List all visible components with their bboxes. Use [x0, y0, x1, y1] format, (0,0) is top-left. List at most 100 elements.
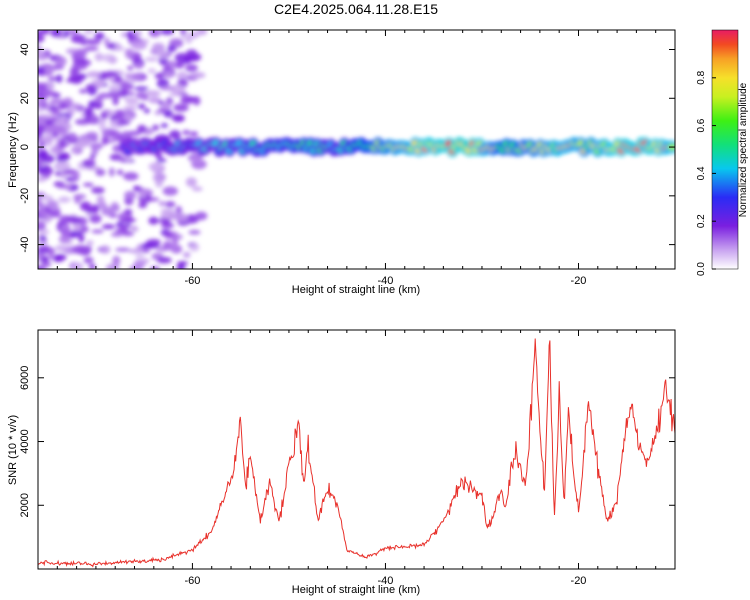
heatmap-noise-blob: [137, 103, 146, 110]
heatmap-noise-blob: [115, 109, 125, 118]
heatmap-noise-blob: [147, 68, 156, 74]
heatmap-noise-blob: [187, 154, 203, 163]
heatmap-noise-blob: [162, 71, 174, 78]
heatmap-noise-blob: [100, 111, 108, 120]
heatmap-noise-blob: [72, 245, 88, 255]
heatmap-noise-blob: [49, 210, 62, 218]
heatmap-noise-blob: [163, 64, 171, 72]
heatmap-noise-blob: [47, 81, 55, 91]
heatmap-noise-blob: [141, 249, 151, 253]
heatmap-noise-blob: [86, 240, 94, 246]
heatmap-noise-blob: [135, 253, 145, 259]
heatmap-noise-blob: [95, 80, 104, 88]
heatmap-noise-blob: [122, 217, 137, 223]
heatmap-noise-blob: [176, 263, 186, 269]
colorbar-tick-label: 0.6: [696, 118, 707, 132]
heatmap-noise-blob: [192, 96, 201, 106]
heatmap-noise-blob: [38, 266, 47, 269]
snr-frame: [37, 329, 676, 570]
heatmap-noise-blob: [158, 218, 171, 224]
heatmap-noise-blob: [41, 90, 58, 97]
heatmap-noise-blob: [124, 190, 137, 200]
heatmap-noise-blob: [109, 91, 122, 99]
heatmap-noise-blob: [150, 49, 159, 55]
heatmap-noise-blob: [39, 114, 53, 119]
heatmap-noise-blob: [68, 134, 78, 140]
heatmap-noise-blob: [154, 72, 165, 79]
heatmap-noise-blob: [172, 114, 185, 123]
heatmap-noise-blob: [189, 131, 199, 137]
spectrogram-panel: -60 -40 -20 40 20 0 -20 -40 Height of straight …: [7, 29, 676, 296]
heatmap-noise-blob: [186, 49, 198, 57]
heatmap-noise-blob: [38, 202, 46, 209]
heatmap-noise-blob: [189, 243, 200, 252]
snr-x-axis-label: Height of straight line (km): [292, 584, 420, 596]
heatmap-noise-blob: [128, 248, 143, 254]
heatmap-noise-blob: [189, 71, 206, 79]
heatmap-noise-blob: [38, 176, 47, 183]
heatmap-noise-blob: [95, 168, 106, 177]
heatmap-noise-blob: [78, 88, 88, 94]
heatmap-noise-blob: [94, 32, 105, 40]
chart-title: C2E4.2025.064.11.28.E15: [274, 1, 438, 17]
heatmap-noise-blob: [84, 46, 99, 51]
heatmap-noise-blob: [55, 170, 62, 177]
heatmap-noise-blob: [58, 127, 69, 137]
heatmap-noise-blob: [121, 231, 135, 237]
heatmap-noise-blob: [38, 66, 46, 75]
heatmap-noise-blob: [80, 40, 88, 46]
heatmap-noise-blob: [161, 100, 172, 111]
heatmap-noise-blob: [96, 195, 105, 205]
heatmap-noise-blob: [49, 98, 65, 105]
y-tick-label: 0: [19, 144, 31, 150]
heatmap-noise-blob: [55, 56, 67, 67]
heatmap-noise-blob: [91, 204, 100, 213]
y-tick-label: 4000: [19, 429, 31, 453]
heatmap-noise-blob: [156, 174, 164, 179]
heatmap-noise-blob: [72, 223, 82, 232]
heatmap-noise-blob: [120, 82, 134, 91]
heatmap-noise-blob: [127, 91, 135, 96]
heatmap-noise-blob: [170, 84, 186, 95]
heatmap-noise-blob: [38, 124, 45, 132]
heatmap-noise-blob: [124, 72, 133, 80]
heatmap-noise-blob: [123, 96, 138, 103]
heatmap-noise-blob: [142, 95, 149, 101]
heatmap-noise-blob: [42, 124, 58, 133]
spectrogram-heatmap: [38, 30, 675, 269]
heatmap-noise-blob: [90, 114, 98, 124]
heatmap-noise-blob: [82, 159, 96, 168]
heatmap-noise-blob: [180, 95, 195, 105]
heatmap-noise-blob: [88, 263, 96, 269]
heatmap-noise-blob: [143, 108, 151, 114]
heatmap-noise-blob: [160, 85, 175, 91]
heatmap-noise-blob: [83, 30, 94, 35]
heatmap-noise-blob: [152, 124, 160, 131]
heatmap-noise-blob: [160, 30, 174, 35]
heatmap-noise-blob: [67, 216, 77, 222]
colorbar-tick-label: 0.4: [696, 166, 707, 180]
x-tick-label: -20: [571, 575, 587, 587]
x-tick-label: -60: [184, 275, 200, 287]
heatmap-noise-blob: [85, 83, 96, 91]
heatmap-noise-blob: [38, 167, 49, 172]
heatmap-noise-blob: [83, 245, 93, 251]
heatmap-noise-blob: [80, 201, 92, 211]
heatmap-noise-blob: [148, 162, 163, 171]
heatmap-noise-blob: [148, 216, 159, 225]
y-tick-label: -20: [19, 188, 31, 204]
heatmap-noise-blob: [51, 132, 59, 138]
heatmap-noise-blob: [101, 135, 109, 146]
heatmap-noise-blob: [134, 62, 144, 69]
heatmap-noise-blob: [57, 196, 72, 203]
spectrogram-x-axis-label: Height of straight line (km): [292, 284, 420, 296]
heatmap-noise-blob: [134, 86, 149, 91]
heatmap-noise-blob: [53, 253, 67, 261]
heatmap-noise-blob: [156, 158, 167, 163]
heatmap-noise-blob: [108, 83, 123, 94]
heatmap-noise-blob: [67, 30, 79, 35]
heatmap-noise-blob: [173, 103, 189, 112]
y-tick-label: 6000: [19, 366, 31, 390]
heatmap-noise-blob: [116, 120, 131, 126]
heatmap-noise-blob: [70, 185, 79, 191]
